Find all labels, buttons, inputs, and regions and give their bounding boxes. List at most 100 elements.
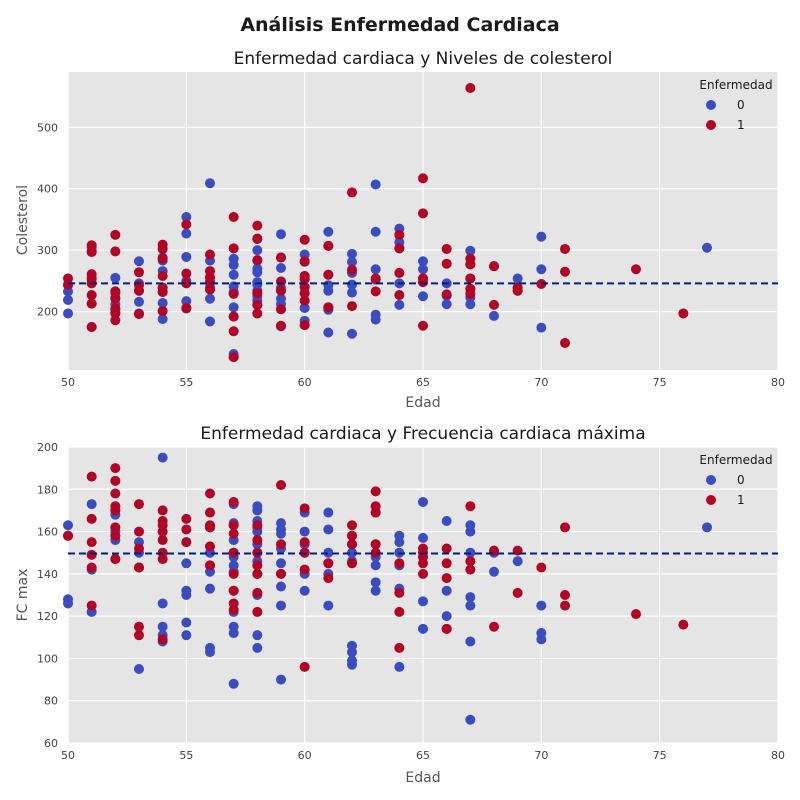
data-point (134, 256, 144, 267)
data-point (181, 585, 192, 596)
data-point (110, 475, 121, 486)
data-point (323, 226, 334, 237)
data-point (418, 596, 428, 607)
x-tick-label: 60 (298, 376, 312, 389)
data-point (63, 273, 73, 284)
data-point (465, 714, 476, 725)
data-point (157, 298, 168, 309)
data-point (181, 302, 192, 313)
data-point (252, 288, 263, 299)
data-point (441, 516, 452, 526)
data-point (205, 249, 215, 260)
x-tick-label: 55 (179, 376, 193, 389)
legend-marker (706, 100, 716, 110)
data-point (465, 592, 476, 603)
data-point (205, 266, 215, 277)
data-point (181, 524, 192, 535)
data-point (347, 530, 357, 541)
data-point (394, 587, 405, 598)
data-point (465, 253, 476, 264)
data-point (110, 246, 121, 257)
data-point (560, 337, 570, 348)
data-point (465, 556, 476, 567)
data-point (205, 507, 215, 518)
data-point (560, 522, 570, 533)
data-point (252, 587, 263, 598)
data-point (512, 273, 523, 284)
data-point (702, 522, 712, 533)
data-point (134, 267, 144, 278)
data-point (276, 518, 286, 529)
data-point (370, 501, 381, 512)
data-point (110, 501, 121, 512)
data-point (370, 577, 381, 588)
data-point (512, 282, 523, 293)
data-point (370, 560, 381, 571)
data-point (394, 642, 405, 653)
data-point (299, 537, 310, 548)
y-tick-label: 140 (37, 568, 58, 581)
data-point (441, 558, 452, 569)
legend-marker (706, 495, 716, 505)
data-point (394, 229, 405, 240)
x-axis-label: Edad (405, 770, 440, 786)
data-point (276, 276, 286, 287)
y-tick-label: 200 (37, 306, 58, 319)
data-point (86, 471, 97, 482)
data-point (276, 568, 286, 579)
data-point (276, 320, 286, 331)
data-point (323, 600, 334, 611)
data-point (465, 245, 476, 256)
data-point (181, 268, 192, 279)
legend-marker (706, 475, 716, 485)
data-point (678, 308, 689, 319)
data-point (86, 298, 97, 309)
data-point (134, 499, 144, 510)
data-point (323, 280, 334, 291)
data-point (347, 520, 357, 531)
data-point (157, 621, 168, 632)
data-point (323, 524, 334, 535)
data-point (347, 558, 357, 569)
data-point (157, 598, 168, 609)
data-point (465, 273, 476, 284)
data-point (347, 187, 357, 198)
data-point (252, 630, 263, 641)
data-point (181, 630, 192, 641)
data-point (86, 321, 97, 332)
data-point (394, 290, 405, 301)
data-point (323, 302, 334, 313)
data-point (228, 243, 239, 254)
data-point (394, 299, 405, 310)
data-point (63, 294, 73, 305)
data-point (134, 526, 144, 537)
data-point (347, 248, 357, 259)
data-point (489, 299, 499, 310)
data-point (536, 562, 547, 573)
data-point (276, 558, 286, 569)
data-point (252, 277, 263, 288)
y-tick-label: 160 (37, 526, 58, 539)
legend-marker (706, 120, 716, 130)
data-point (370, 547, 381, 558)
data-point (228, 568, 239, 579)
data-point (299, 234, 310, 245)
data-point (157, 314, 168, 325)
y-axis-label: Colesterol (15, 185, 31, 255)
x-tick-label: 80 (771, 749, 785, 762)
data-point (228, 520, 239, 531)
data-point (134, 296, 144, 307)
data-point (228, 326, 239, 337)
data-point (347, 539, 357, 550)
data-point (252, 568, 263, 579)
data-point (370, 273, 381, 284)
data-point (110, 554, 121, 565)
data-point (110, 522, 121, 533)
x-tick-label: 70 (534, 749, 548, 762)
data-point (441, 623, 452, 634)
cholesterol-chart: Enfermedad cardiaca y Niveles de coleste… (15, 49, 785, 411)
data-point (299, 270, 310, 281)
data-point (394, 530, 405, 541)
data-point (181, 228, 192, 239)
data-point (181, 537, 192, 548)
